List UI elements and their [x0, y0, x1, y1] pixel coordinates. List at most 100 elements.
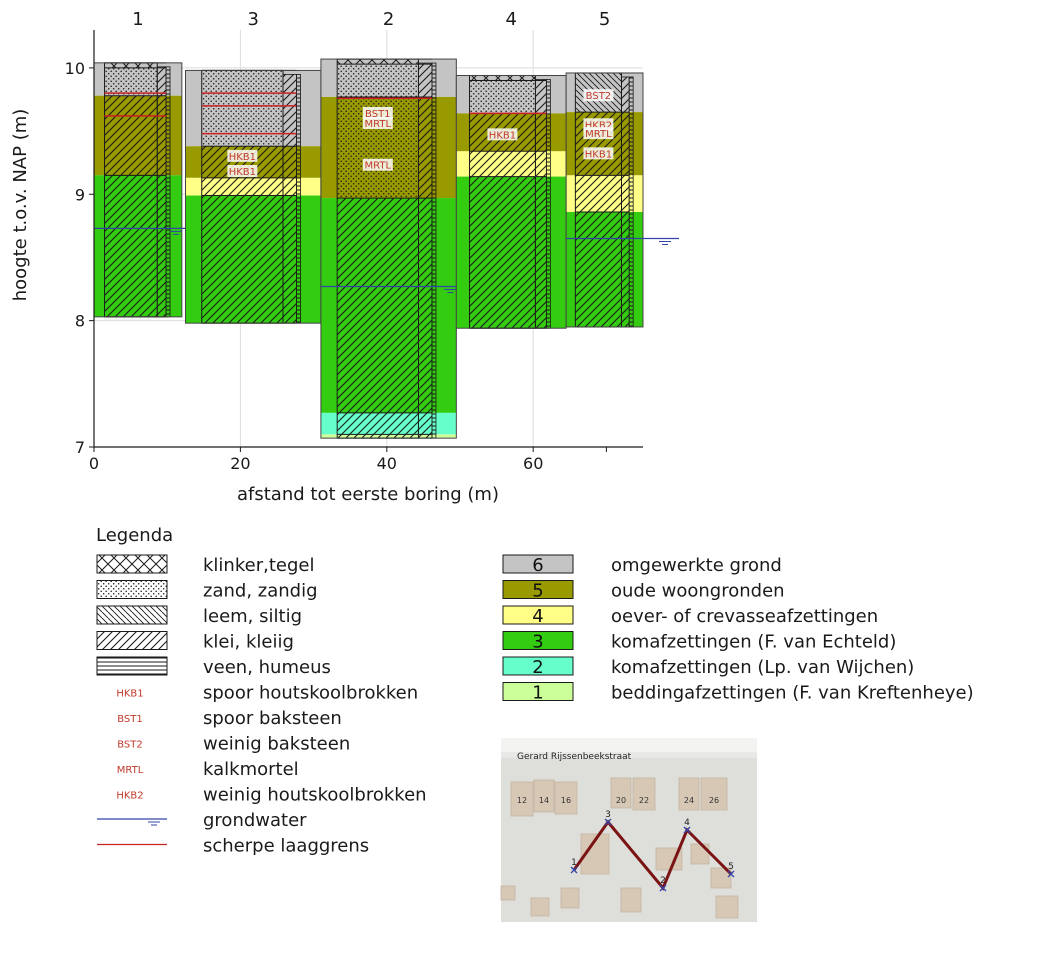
- lithology-klei: [337, 198, 419, 439]
- map-point-label: 5: [728, 862, 734, 872]
- legend-swatch-klinker: [96, 554, 168, 574]
- legend-unit-4: 4 oever- of crevasseafzettingen: [502, 605, 878, 627]
- x-tick-label: 0: [89, 454, 99, 473]
- legend-unit-label: komafzettingen (F. van Echteld): [611, 632, 896, 653]
- legend-label: weinig houtskoolbrokken: [203, 785, 427, 806]
- core-strip-veen: [165, 66, 171, 318]
- code-label: HKB1: [229, 167, 256, 178]
- code-label: HKB1: [229, 152, 256, 163]
- legend-item: BST1 spoor baksteen: [117, 708, 342, 729]
- legend-label: spoor baksteen: [203, 708, 342, 729]
- lithology-klinker: [337, 59, 419, 65]
- legend-item: klei, kleiig: [96, 631, 294, 653]
- legend-item: scherpe laaggrens: [97, 836, 369, 857]
- map-house-number: 26: [709, 796, 719, 805]
- legend-unit-2: 2 komafzettingen (Lp. van Wijchen): [502, 656, 914, 678]
- legend-unit-label: komafzettingen (Lp. van Wijchen): [611, 657, 914, 678]
- legend-unit-number: 1: [532, 683, 543, 704]
- map-point-marker: [659, 884, 667, 892]
- y-tick-label: 9: [75, 185, 85, 204]
- lithology-zand: [337, 64, 419, 199]
- lithology-zand: [201, 70, 284, 147]
- boring-label: 4: [506, 9, 517, 30]
- legend-code: HKB2: [116, 791, 143, 802]
- map-building: [554, 781, 578, 815]
- x-tick-label: 20: [230, 454, 250, 473]
- boring-label: 5: [599, 9, 610, 30]
- map-building: [530, 897, 550, 917]
- code-label-bg: [227, 149, 258, 162]
- lithology-klinker: [469, 75, 536, 81]
- legend-swatch-klei: [96, 631, 168, 650]
- map-house-number: 14: [539, 796, 549, 805]
- map-building: [690, 843, 710, 865]
- legend-title: Legenda: [96, 525, 173, 546]
- legend-units: 6 omgewerkte grond 5 oude woongronden 4 oever…: [502, 554, 974, 704]
- code-label: MRTL: [365, 161, 392, 172]
- legend-unit-label: oude woongronden: [611, 581, 785, 602]
- legend-unit-label: oever- of crevasseafzettingen: [611, 606, 878, 627]
- legend-unit-swatch: [502, 554, 574, 574]
- legend-unit-number: 6: [532, 555, 543, 576]
- map-point-marker: [727, 870, 735, 878]
- boring-4: HKB1: [455, 74, 567, 329]
- map-building: [533, 779, 555, 813]
- boring-label: 1: [132, 9, 143, 30]
- legend-code: BST1: [117, 714, 143, 725]
- legend: Legenda klinker,tegel zand, zandig leem, s…: [96, 525, 974, 857]
- legend-item: leem, siltig: [96, 605, 302, 627]
- legend-lithology: klinker,tegel zand, zandig leem, siltig kle…: [96, 554, 427, 857]
- map-street-label: Gerard Rijssenbeekstraat: [517, 752, 632, 762]
- legend-item: BST2 weinig baksteen: [117, 734, 350, 755]
- core-strip: [282, 74, 297, 324]
- legend-item: HKB1 spoor houtskoolbrokken: [116, 683, 418, 704]
- boring-labels: 1 3 2 4 5: [132, 9, 610, 30]
- map-house-number: 24: [684, 796, 694, 805]
- axes: 7 8 9 10 0 20 40 60: [65, 30, 643, 473]
- legend-label: veen, humeus: [203, 657, 331, 678]
- core-strip: [534, 79, 547, 329]
- core-strip-veen: [628, 76, 634, 328]
- boring-label: 2: [383, 9, 394, 30]
- map-point-marker: [683, 826, 691, 834]
- y-tick-label: 10: [65, 59, 85, 78]
- map-road: [501, 738, 757, 752]
- legend-unit-label: omgewerkte grond: [611, 555, 782, 576]
- legend-label: leem, siltig: [203, 606, 302, 627]
- legend-unit-number: 2: [532, 657, 543, 678]
- lithology-klinker: [104, 62, 158, 68]
- code-label-bg: [583, 127, 614, 140]
- legend-label: spoor houtskoolbrokken: [203, 683, 418, 704]
- boring-1: [93, 62, 190, 318]
- code-label: HKB2: [585, 120, 612, 131]
- lithology-zand: [104, 67, 158, 96]
- code-label: MRTL: [585, 129, 612, 140]
- lithology-klei: [575, 112, 622, 327]
- legend-unit-number: 5: [532, 581, 543, 602]
- map-building: [678, 777, 700, 811]
- core-strip: [621, 76, 630, 328]
- legend-item: zand, zandig: [96, 580, 318, 602]
- legend-unit-swatch: [502, 631, 574, 650]
- legend-item: grondwater: [97, 810, 307, 831]
- legend-label: kalkmortel: [203, 759, 299, 780]
- y-tick-label: 7: [75, 438, 85, 457]
- legend-unit-swatch: [502, 682, 574, 701]
- code-label-bg: [362, 106, 393, 119]
- map-point-marker: [604, 818, 612, 826]
- code-label-bg: [487, 128, 518, 141]
- lithology-zand: [469, 80, 536, 114]
- code-label: HKB1: [489, 130, 516, 141]
- y-tick-label: 8: [75, 312, 85, 331]
- map-point-label: 1: [571, 858, 577, 868]
- legend-code: BST2: [117, 740, 143, 751]
- map-building: [710, 867, 732, 889]
- code-label-bg: [362, 158, 393, 171]
- code-label: BST2: [586, 91, 612, 102]
- map-point-marker: [570, 866, 578, 874]
- code-label-bg: [362, 117, 393, 130]
- legend-label: scherpe laaggrens: [203, 836, 369, 857]
- legend-item: HKB2 weinig houtskoolbrokken: [116, 785, 426, 806]
